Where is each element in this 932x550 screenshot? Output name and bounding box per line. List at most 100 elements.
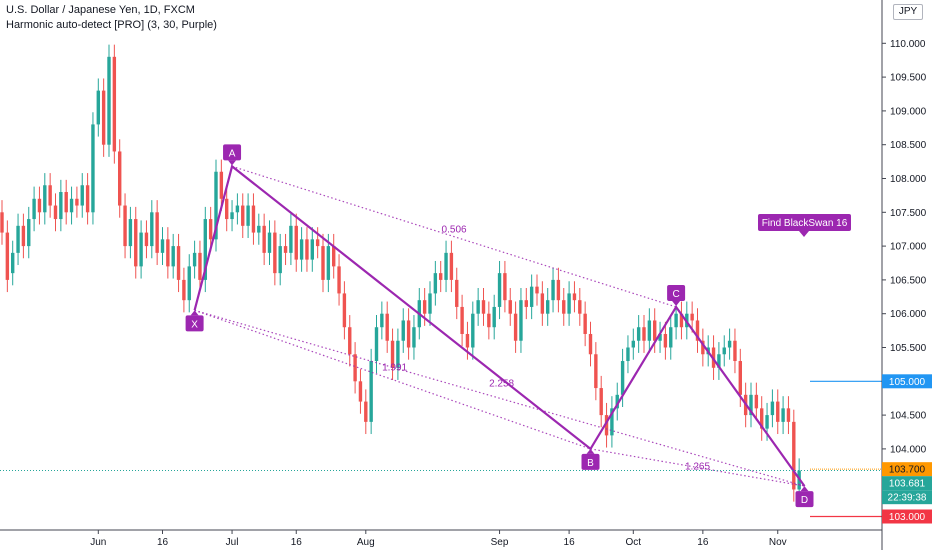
candle-body bbox=[59, 192, 63, 220]
candle-body bbox=[642, 327, 646, 341]
candle-body bbox=[524, 300, 528, 307]
ratio-line-bd bbox=[590, 448, 805, 487]
candle-body bbox=[578, 300, 582, 314]
point-marker-box bbox=[667, 284, 686, 301]
candle-body bbox=[770, 401, 775, 416]
candle-body bbox=[5, 232, 10, 280]
point-marker-tail bbox=[586, 448, 595, 454]
candle-body bbox=[529, 286, 534, 307]
harmonic-pattern-layer: 0.506 1.991 2.258 1.265 X A B C D Find BlackSwan … bbox=[0, 144, 882, 518]
y-tick-label: 107.500 bbox=[890, 208, 927, 219]
candle-body bbox=[476, 300, 480, 314]
ratio-label-1: 1.991 bbox=[382, 362, 407, 373]
candle-body bbox=[0, 212, 4, 233]
point-marker-label: B bbox=[587, 458, 594, 469]
y-tick-label: 108.000 bbox=[890, 174, 927, 185]
price-label-blue-box bbox=[882, 374, 932, 389]
candle-body bbox=[310, 239, 314, 260]
candle-body bbox=[546, 300, 550, 314]
ratio-label-0: 0.506 bbox=[442, 225, 467, 236]
candle-body bbox=[144, 232, 149, 247]
candle-body bbox=[513, 313, 518, 341]
candle-body bbox=[374, 327, 379, 362]
point-marker-label: D bbox=[801, 495, 808, 506]
candle-body bbox=[406, 320, 411, 348]
candle-body bbox=[262, 225, 266, 253]
candle-body bbox=[588, 333, 593, 355]
candle-body bbox=[48, 185, 52, 206]
candle-body bbox=[369, 361, 373, 422]
currency-button[interactable]: JPY bbox=[893, 4, 923, 20]
candle-body bbox=[176, 246, 181, 280]
x-tick-label: Nov bbox=[769, 537, 787, 548]
y-tick-label: 108.500 bbox=[890, 140, 927, 151]
candle-body bbox=[353, 354, 357, 382]
candle-body bbox=[412, 327, 416, 348]
y-tick-label: 107.000 bbox=[890, 242, 927, 253]
candle-body bbox=[492, 306, 496, 328]
candle-body bbox=[155, 212, 159, 253]
price-label-red-box bbox=[882, 509, 932, 524]
y-tick-label: 106.000 bbox=[890, 309, 927, 320]
candle-body bbox=[562, 300, 566, 314]
candles-layer bbox=[0, 44, 801, 502]
x-tick-label: 16 bbox=[291, 537, 303, 548]
y-tick-label: 110.000 bbox=[890, 39, 926, 50]
candle-body bbox=[647, 320, 652, 341]
price-label-orange-box bbox=[882, 462, 932, 477]
price-label-last-text: 103.681 bbox=[889, 479, 926, 490]
candle-body bbox=[91, 124, 95, 213]
candle-body bbox=[214, 171, 218, 240]
candle-body bbox=[257, 225, 261, 233]
candle-body bbox=[171, 246, 175, 267]
point-marker-box bbox=[223, 144, 242, 161]
candle-body bbox=[754, 394, 759, 409]
candle-body bbox=[717, 354, 721, 368]
x-tick-label: Jun bbox=[90, 537, 106, 548]
ratio-label-2: 2.258 bbox=[489, 378, 514, 389]
candle-body bbox=[653, 320, 657, 341]
y-tick-label: 105.500 bbox=[890, 343, 927, 354]
candle-body bbox=[251, 205, 256, 233]
candle-body bbox=[519, 300, 523, 341]
candle-body bbox=[615, 394, 619, 409]
x-tick-label: Sep bbox=[491, 537, 509, 548]
point-marker-box bbox=[581, 453, 600, 470]
annotation-box bbox=[758, 214, 851, 231]
candle-body bbox=[556, 279, 561, 301]
price-label-blue: 105.000 bbox=[882, 374, 932, 389]
candle-body bbox=[230, 212, 234, 220]
candle-body bbox=[150, 212, 154, 247]
candle-body bbox=[208, 219, 213, 240]
price-label-countdown: 22:39:38 bbox=[882, 490, 932, 505]
candle-body bbox=[37, 198, 42, 213]
price-label-orange-text: 103.700 bbox=[889, 465, 926, 476]
candle-body bbox=[749, 394, 753, 416]
candle-body bbox=[107, 56, 111, 145]
candle-body bbox=[235, 205, 240, 213]
candle-body bbox=[203, 219, 207, 280]
chart-legend: U.S. Dollar / Japanese Yen, 1D, FXCM Har… bbox=[6, 3, 217, 33]
pattern-point-x: X bbox=[185, 310, 204, 332]
x-tick-label: 16 bbox=[157, 537, 169, 548]
candle-body bbox=[166, 239, 170, 267]
candle-body bbox=[112, 56, 117, 152]
candle-body bbox=[267, 232, 272, 253]
point-marker-label: X bbox=[191, 319, 198, 330]
candle-body bbox=[69, 198, 74, 213]
candle-body bbox=[540, 293, 545, 314]
symbol-title: U.S. Dollar / Japanese Yen, 1D, FXCM bbox=[6, 4, 195, 16]
candle-body bbox=[722, 347, 726, 355]
pattern-point-b: B bbox=[581, 448, 600, 470]
candle-body bbox=[21, 225, 26, 247]
candle-body bbox=[583, 313, 587, 334]
candle-body bbox=[669, 327, 673, 348]
point-marker-tail bbox=[190, 310, 199, 316]
candle-body bbox=[620, 361, 625, 395]
candle-body bbox=[305, 239, 309, 260]
price-label-red: 103.000 bbox=[882, 509, 932, 524]
candle-body bbox=[299, 239, 304, 260]
price-label-countdown-text: 22:39:38 bbox=[888, 493, 927, 504]
candle-body bbox=[128, 219, 133, 247]
